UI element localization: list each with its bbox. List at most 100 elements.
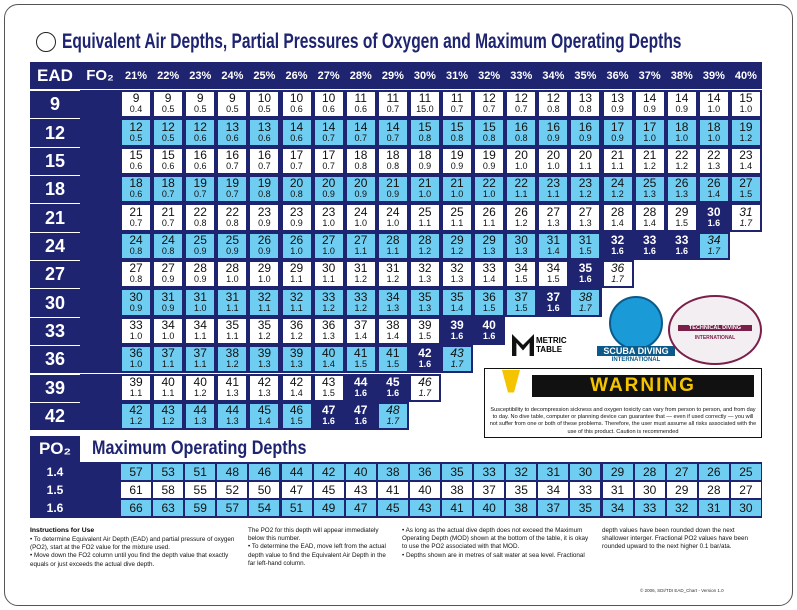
mod-cell: 40 [409,482,440,498]
mod-cell: 51 [185,464,216,480]
po2-value: 0.7 [226,160,239,171]
po2-value: 1.6 [354,416,367,427]
po2-value: 1.1 [386,245,400,256]
table-cell: 26 1.4 [698,176,729,203]
fo2-header: FO₂ [86,67,114,84]
table-cell: 10 0.6 [281,91,312,118]
table-cell: 9 0.5 [153,91,184,118]
table-cell: 35 1.4 [442,289,473,316]
depth-value: 19 [225,176,240,191]
mod-cell: 52 [217,482,248,498]
po2-value: 1.0 [258,274,271,285]
table-cell: 26 1.3 [666,176,697,203]
table-cell: 18 0.8 [377,147,408,175]
depth-value: 32 [418,261,432,276]
table-cell: 20 0.9 [313,176,344,203]
po2-value: 1.2 [514,217,528,228]
tdi-logo: TECHNICAL DIVING INTERNATIONAL [668,295,762,365]
depth-value: 31 [386,261,400,276]
depth-value: 32 [257,289,272,304]
table-cell: 14 1.0 [698,91,729,118]
instruction-text: • To determine the EAD, move left from t… [248,543,386,567]
table-cell: 16 0.9 [570,119,601,146]
ead-header: EAD [37,65,73,85]
mod-cell: 40 [345,464,376,480]
depth-value: 43 [161,403,175,418]
po2-value: 1.1 [514,189,528,200]
po2-value: 0.8 [386,160,400,171]
table-cell: 31 1.5 [570,232,601,260]
po2-value: 1.1 [290,302,303,313]
table-cell: 22 0.8 [185,204,216,231]
mod-cell: 30 [634,482,665,498]
table-cell: 23 1.0 [313,204,344,231]
depth-value: 12 [161,119,175,134]
po2-value: 1.1 [226,302,239,313]
po2-value: 1.3 [579,217,592,228]
table-cell: 36 1.3 [313,317,344,345]
po2-value: 0.7 [129,217,143,228]
depth-value: 13 [225,119,240,134]
table-cell: 28 1.1 [377,232,408,260]
depth-value: 45 [257,403,272,418]
depth-value: 31 [161,289,175,304]
po2-value: 0.6 [161,160,175,171]
table-cell: 32 1.3 [409,261,440,288]
depth-value: 40 [482,317,496,332]
mod-cell: 33 [570,482,601,498]
table-cell: 21 0.7 [153,204,184,231]
table-cell: 19 0.9 [474,147,505,175]
depth-value: 16 [578,119,593,134]
depth-value: 19 [450,147,464,162]
depth-value: 22 [675,147,689,162]
table-cell: 34 1.5 [506,261,537,288]
depth-value: 14 [386,119,400,134]
table-cell: 25 1.1 [409,204,440,231]
ead-cell: 15 [30,146,80,176]
depth-value: 24 [386,204,400,219]
mod-po2: 1.4 [46,465,64,479]
po2-value: 1.0 [675,132,688,143]
depth-value: 23 [289,204,304,219]
po2-value: 1.1 [547,189,560,200]
mod-cell: 49 [313,500,344,516]
table-cell: 16 0.9 [538,119,569,146]
table-cell: 24 1.0 [377,204,408,231]
po2-value: 0.8 [579,104,592,115]
depth-value: 33 [675,232,689,247]
depth-value: 26 [289,232,304,247]
mod-cell: 51 [281,500,312,516]
table-cell: 21 1.0 [442,176,473,203]
po2-value: 1.3 [482,245,496,256]
table-cell: 25 1.3 [634,176,665,203]
po2-value: 0.8 [258,189,271,200]
po2-value: 0.8 [450,132,464,143]
depth-value: 45 [386,374,400,389]
depth-value: 42 [257,374,272,389]
depth-value: 17 [289,147,304,162]
po2-value: 1.7 [579,302,592,313]
depth-value: 22 [225,204,240,219]
mod-cell: 42 [313,464,344,480]
table-cell: 29 1.1 [281,261,312,288]
table-cell: 36 1.5 [474,289,505,316]
table-cell: 40 1.2 [185,374,216,401]
column-header: 29% [381,69,404,82]
table-cell: 30 1.3 [506,232,537,260]
po2-value: 0.7 [386,132,400,143]
depth-value: 13 [610,91,625,106]
tdi-name: TECHNICAL DIVING [678,325,752,331]
depth-value: 35 [257,317,272,332]
instruction-text: The PO2 for this depth will appear immed… [248,527,379,543]
po2-value: 1.4 [611,217,624,228]
ead-cell: 21 [30,203,80,232]
depth-value: 34 [193,317,207,332]
mod-label: PO₂ [30,436,80,462]
ead-cell: 36 [30,345,80,374]
table-cell: 37 1.5 [506,289,537,316]
mod-cell: 48 [217,464,248,480]
mod-cell: 28 [698,482,729,498]
depth-value: 34 [546,261,561,276]
depth-value: 20 [578,147,593,162]
po2-value: 1.3 [450,274,464,285]
